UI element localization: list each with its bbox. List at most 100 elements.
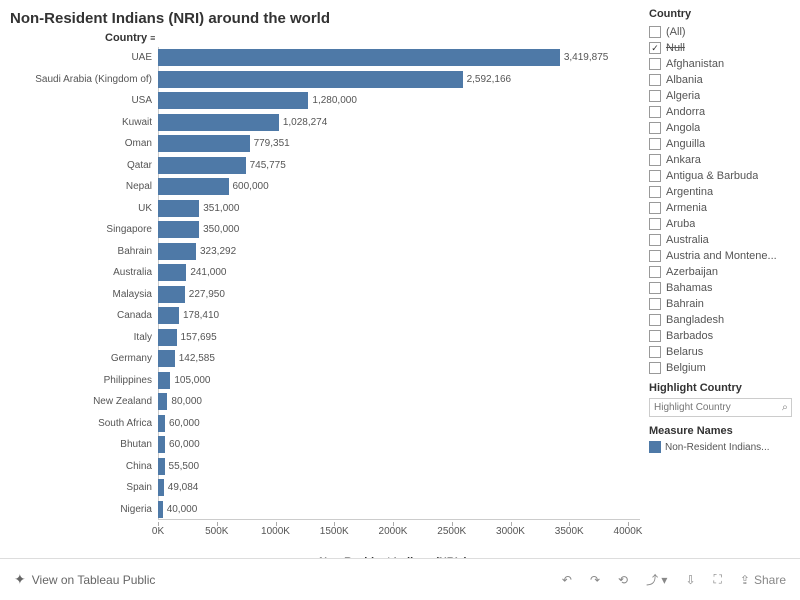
checkbox[interactable] [649,202,661,214]
bar[interactable] [158,221,199,238]
filter-item[interactable]: Barbados [649,328,792,344]
checkbox[interactable] [649,170,661,182]
bar[interactable] [158,264,186,281]
checkbox[interactable] [649,58,661,70]
share-button[interactable]: ⇪ Share [740,573,786,587]
view-on-tableau-link[interactable]: ✦ View on Tableau Public [14,571,155,588]
bar[interactable] [158,501,163,518]
checkbox[interactable] [649,282,661,294]
bar[interactable] [158,243,196,260]
checkbox[interactable] [649,266,661,278]
chart-title: Non-Resident Indians (NRI) around the wo… [10,10,640,27]
checkbox[interactable] [649,362,661,374]
filter-item[interactable]: Bangladesh [649,312,792,328]
bar-row: Bahrain323,292 [10,241,640,263]
checkbox[interactable] [649,122,661,134]
bar[interactable] [158,436,165,453]
checkbox[interactable] [649,330,661,342]
bar[interactable] [158,114,279,131]
checkbox[interactable] [649,234,661,246]
checkbox[interactable] [649,154,661,166]
bar-label: Oman [10,138,158,149]
bar-row: South Africa60,000 [10,413,640,435]
highlight-input[interactable] [649,398,792,417]
highlight-title: Highlight Country [649,382,792,394]
filter-label: Antigua & Barbuda [666,170,758,182]
bar[interactable] [158,479,164,496]
bar-track: 49,084 [158,477,640,499]
checkbox[interactable] [649,346,661,358]
filter-item[interactable]: Belgium [649,360,792,376]
checkbox[interactable] [649,106,661,118]
bar-track: 80,000 [158,391,640,413]
checkbox[interactable] [649,218,661,230]
filter-item[interactable]: Null [649,40,792,56]
filter-label: Angola [666,122,700,134]
checkbox[interactable] [649,90,661,102]
filter-item[interactable]: Afghanistan [649,56,792,72]
filter-item[interactable]: Belarus [649,344,792,360]
bar[interactable] [158,49,560,66]
bar-value: 241,000 [190,267,226,278]
bar[interactable] [158,415,165,432]
bar[interactable] [158,157,246,174]
filter-item[interactable]: Angola [649,120,792,136]
bar[interactable] [158,372,170,389]
redo-icon[interactable]: ↷ [590,573,600,587]
checkbox[interactable] [649,42,661,54]
checkbox[interactable] [649,298,661,310]
undo-icon[interactable]: ↶ [562,573,572,587]
filter-item[interactable]: Argentina [649,184,792,200]
bar-value: 40,000 [167,504,198,515]
bar-track: 241,000 [158,262,640,284]
filter-item[interactable]: Algeria [649,88,792,104]
bar[interactable] [158,286,185,303]
filter-label: (All) [666,26,686,38]
filter-item[interactable]: Australia [649,232,792,248]
x-tick-label: 2500K [437,526,466,537]
filter-item[interactable]: Bahrain [649,296,792,312]
measure-title: Measure Names [649,425,792,437]
bar[interactable] [158,458,165,475]
bar-value: 142,585 [179,353,215,364]
bar[interactable] [158,350,175,367]
filter-item[interactable]: Bahamas [649,280,792,296]
bar-track: 1,280,000 [158,90,640,112]
filter-item[interactable]: Andorra [649,104,792,120]
revert-icon[interactable]: ⟲ [618,573,628,587]
x-tick-label: 3000K [496,526,525,537]
filter-item[interactable]: (All) [649,24,792,40]
bar-value: 600,000 [233,181,269,192]
download-icon[interactable]: ⇩ [685,573,695,587]
filter-item[interactable]: Anguilla [649,136,792,152]
bar-track: 2,592,166 [158,69,640,91]
bar[interactable] [158,92,308,109]
checkbox[interactable] [649,26,661,38]
bar[interactable] [158,393,167,410]
filter-item[interactable]: Ankara [649,152,792,168]
filter-item[interactable]: Aruba [649,216,792,232]
checkbox[interactable] [649,138,661,150]
bar[interactable] [158,178,229,195]
filter-item[interactable]: Austria and Montene... [649,248,792,264]
checkbox[interactable] [649,186,661,198]
bar-track: 55,500 [158,456,640,478]
filter-label: Null [666,42,685,54]
filter-item[interactable]: Antigua & Barbuda [649,168,792,184]
bar-label: New Zealand [10,396,158,407]
bar-row: Singapore350,000 [10,219,640,241]
refresh-icon[interactable]: ⤴ ▾ [646,571,667,588]
bar[interactable] [158,307,179,324]
bar[interactable] [158,329,177,346]
checkbox[interactable] [649,314,661,326]
filter-item[interactable]: Armenia [649,200,792,216]
checkbox[interactable] [649,250,661,262]
checkbox[interactable] [649,74,661,86]
bar[interactable] [158,135,250,152]
bar[interactable] [158,71,463,88]
filter-item[interactable]: Albania [649,72,792,88]
filter-item[interactable]: Azerbaijan [649,264,792,280]
bar[interactable] [158,200,199,217]
fullscreen-icon[interactable]: ⛶ [714,572,722,587]
measure-item[interactable]: Non-Resident Indians... [649,441,792,453]
